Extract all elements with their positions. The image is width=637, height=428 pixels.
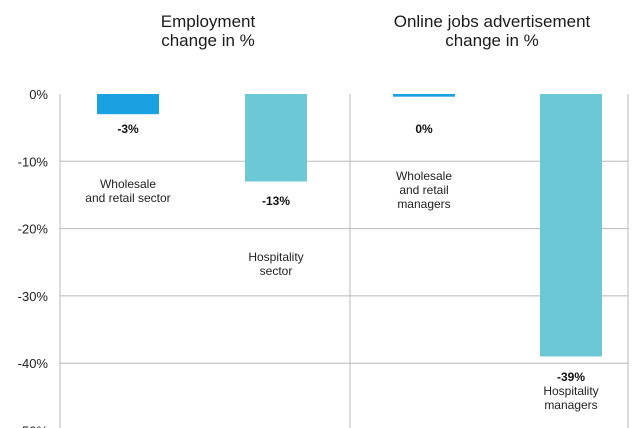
bar-category-label: and retail sector (85, 191, 170, 205)
bar-category-label: Wholesale (100, 177, 156, 191)
y-tick-label: 0% (29, 87, 48, 102)
y-tick-label: -10% (18, 154, 49, 169)
bar (540, 94, 602, 357)
bar-value-label: -39% (557, 370, 585, 384)
bar-category-label: Wholesale (396, 169, 452, 183)
bar-category-label: managers (397, 197, 450, 211)
bar-category-label: sector (260, 264, 293, 278)
bar-category-label: Hospitality (543, 384, 598, 398)
y-axis: 0% -10% -20% -30% -40% -50% (18, 87, 49, 428)
y-tick-label: -20% (18, 222, 49, 237)
gridlines (59, 94, 629, 428)
panel-title-employment: Employment change in % (160, 12, 256, 50)
bar-value-label: 0% (415, 122, 433, 136)
bar (245, 94, 307, 182)
bar (97, 94, 159, 115)
bars (97, 94, 602, 357)
bar (393, 94, 455, 97)
bar-category-label: Hospitality (248, 250, 303, 264)
y-tick-label: -30% (18, 289, 49, 304)
y-tick-label: -40% (18, 356, 49, 371)
panel-title-online-jobs: Online jobs advertisement change in % (393, 12, 591, 50)
bar-category-label: and retail (399, 183, 448, 197)
y-tick-label: -50% (18, 424, 49, 428)
bar-value-label: -3% (117, 122, 139, 136)
bar-category-label: managers (544, 398, 597, 412)
bar-value-label: -13% (262, 194, 290, 208)
